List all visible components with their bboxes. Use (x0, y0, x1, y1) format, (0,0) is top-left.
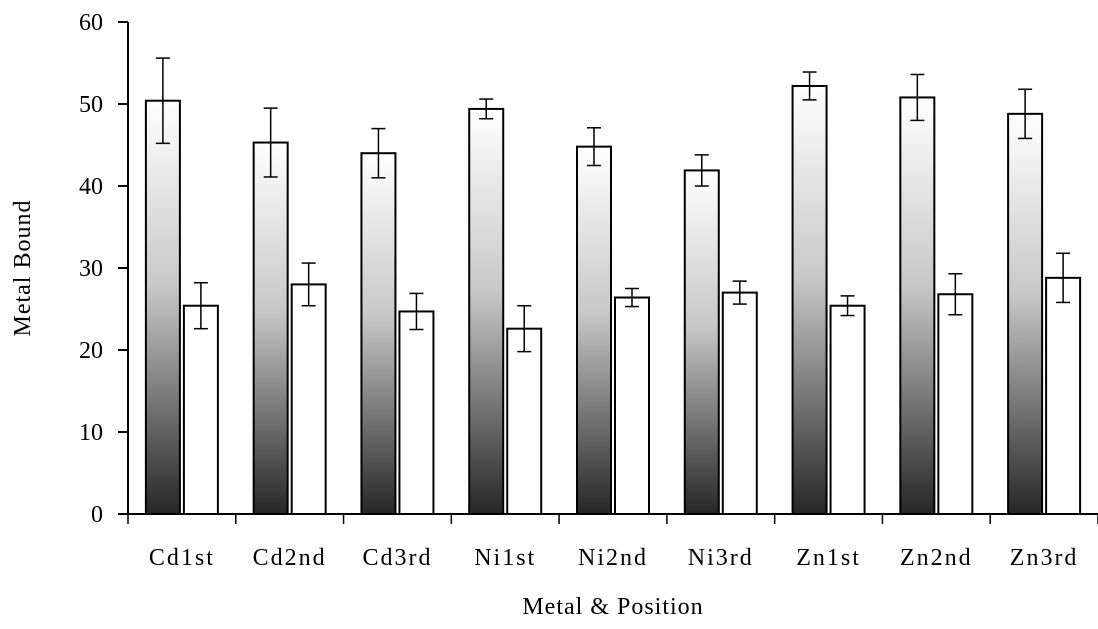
bar-series-1 (576, 145, 612, 515)
x-axis-title: Metal & Position (522, 594, 703, 620)
labels: Metal & Position Metal Bound 0 10 20 30 40 50… (10, 10, 1079, 620)
bar-series-2 (398, 310, 435, 515)
bar-series-1 (899, 96, 936, 515)
bar-series-1 (1007, 112, 1044, 515)
x-tick-label: Cd2nd (253, 545, 327, 571)
x-tick-label: Ni1st (474, 545, 536, 571)
y-tick-label: 0 (91, 502, 103, 528)
bar-series-2 (290, 283, 327, 515)
bar-series-1 (683, 169, 720, 515)
axes (118, 21, 1098, 524)
x-tick-label: Ni3rd (688, 545, 754, 571)
y-tick-label: 20 (79, 338, 103, 364)
x-tick-label: Zn1st (796, 545, 861, 571)
plot-area (144, 57, 1082, 516)
y-tick-label: 60 (79, 10, 103, 36)
bar-series-1 (791, 84, 828, 516)
bar-series-1 (468, 107, 505, 515)
bar-series-2 (1045, 276, 1082, 515)
bar-series-2 (937, 293, 974, 515)
y-tick-label: 40 (79, 174, 103, 200)
x-tick-label: Cd3rd (362, 545, 432, 571)
x-tick-label: Zn3rd (1010, 545, 1079, 571)
y-axis-title: Metal Bound (10, 200, 36, 337)
bar-series-1 (360, 152, 397, 515)
x-tick-label: Cd1st (149, 545, 215, 571)
y-tick-label: 10 (79, 420, 103, 446)
x-tick-label: Ni2nd (578, 545, 648, 571)
bar-series-2 (721, 291, 758, 515)
bar-series-1 (252, 141, 289, 515)
x-tick-label: Zn2nd (900, 545, 973, 571)
bar-series-1 (144, 99, 181, 515)
bar-series-2 (182, 304, 219, 515)
y-tick-label: 50 (79, 92, 103, 118)
bar-series-2 (614, 296, 650, 515)
y-tick-label: 30 (79, 256, 103, 282)
bar-series-2 (506, 327, 543, 515)
bar-series-2 (829, 304, 866, 515)
